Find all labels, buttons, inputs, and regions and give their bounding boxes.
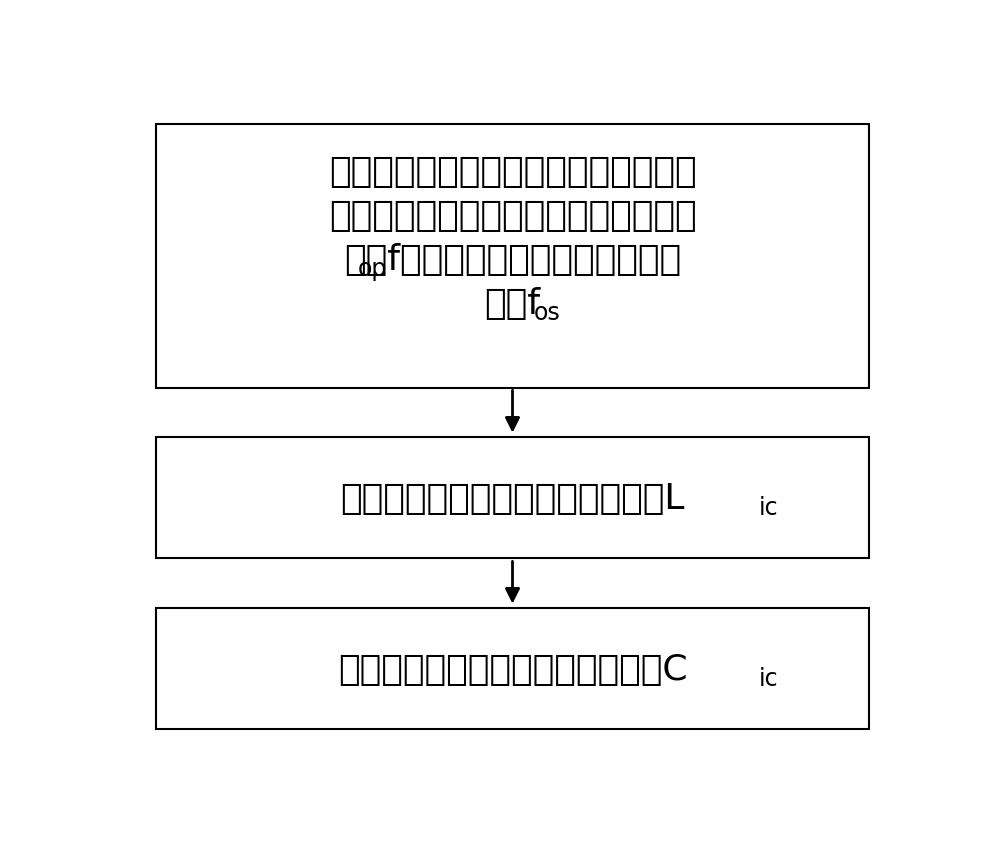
Text: 率点f: 率点f [484,287,540,321]
Bar [156,608,869,729]
Bar [156,438,869,559]
Text: os: os [533,300,560,324]
Text: ic: ic [759,495,779,519]
Text: 根据模块化多电平换流器交流侧阻抗特: 根据模块化多电平换流器交流侧阻抗特 [329,154,696,189]
Text: 计算阻抗校正装置中的电感器取値L: 计算阻抗校正装置中的电感器取値L [340,481,685,515]
Bar [156,125,869,388]
Text: ic: ic [759,665,779,690]
Text: 性，选取需要进行换流器阻抗校正的频: 性，选取需要进行换流器阻抗校正的频 [329,199,696,232]
Text: op: op [358,257,387,281]
Text: 率点f以及阻抗校正支路串联谐振频: 率点f以及阻抗校正支路串联谐振频 [344,243,681,277]
Text: 计算阻抗校正装置中的电容器取値C: 计算阻抗校正装置中的电容器取値C [338,653,687,686]
